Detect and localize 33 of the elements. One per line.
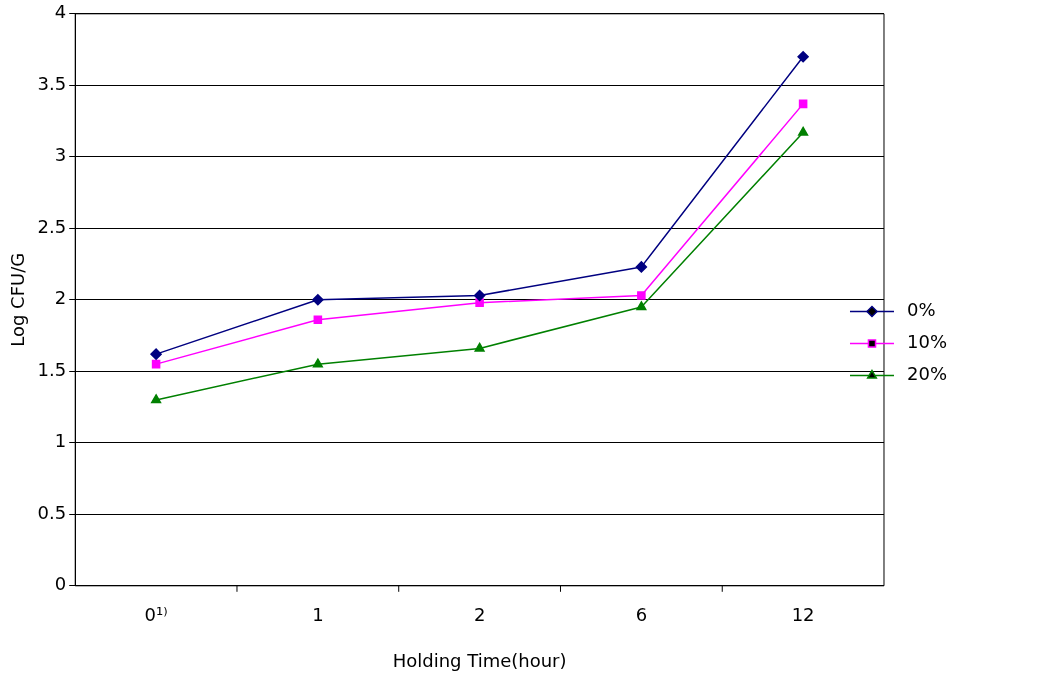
- y-tick-label: 2.5: [37, 215, 67, 237]
- point: [150, 348, 162, 360]
- y-axis-title: Log CFU/G: [7, 252, 29, 347]
- y-tick-label: 4: [54, 1, 67, 23]
- x-tick-label: 12: [791, 604, 815, 626]
- point: [474, 342, 485, 352]
- point: [312, 358, 323, 368]
- x-tick-label: 0¹⁾: [144, 604, 168, 626]
- point: [312, 294, 324, 306]
- x-axis-title: Holding Time(hour): [392, 649, 567, 671]
- point: [798, 99, 808, 109]
- x-tick-label: 6: [635, 604, 648, 626]
- point: [473, 289, 486, 302]
- y-tick-label: 3: [54, 144, 67, 166]
- y-tick-label: 0.5: [37, 501, 67, 523]
- y-tick-label: 0: [54, 573, 67, 595]
- point: [797, 50, 809, 63]
- point: [151, 359, 161, 369]
- x-tick-label: 2: [473, 604, 486, 626]
- point: [636, 301, 647, 311]
- x-tick-label: 1: [312, 604, 324, 626]
- legend-label: 10%: [906, 331, 948, 353]
- y-tick-label: 1: [54, 430, 67, 452]
- y-tick-label: 2: [54, 287, 67, 309]
- y-tick-label: 1.5: [37, 358, 67, 380]
- point: [313, 315, 323, 325]
- point: [635, 261, 648, 273]
- legend-label: 0%: [906, 299, 936, 321]
- legend-label: 20%: [906, 363, 948, 385]
- point: [151, 394, 162, 404]
- point: [637, 291, 646, 300]
- point: [798, 126, 809, 136]
- y-tick-label: 3.5: [37, 72, 67, 94]
